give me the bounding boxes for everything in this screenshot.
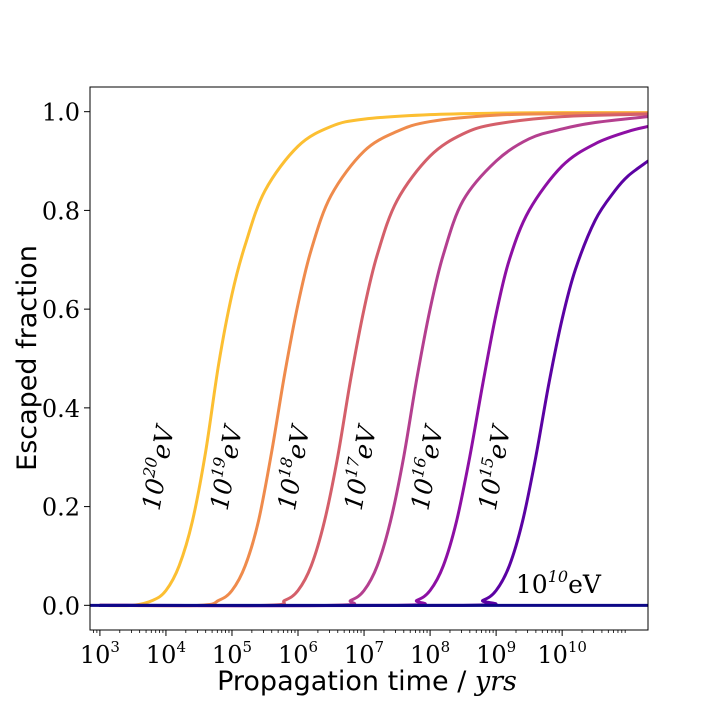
y-axis-ticks: 0.0 0.2 0.4 0.6 0.8 1.0 <box>42 99 90 620</box>
y-tick-label: 0.8 <box>42 197 80 225</box>
x-tick-label: 104 <box>146 638 186 669</box>
curve-label-20eV: 1020eV <box>134 420 181 512</box>
curve-label-19eV: 1019eV <box>202 420 249 512</box>
series-line-18eV <box>98 112 648 608</box>
curve-label-10eV: 1010eV <box>516 567 602 599</box>
series-line-17eV <box>98 115 648 608</box>
x-tick-label: 109 <box>476 638 516 669</box>
x-tick-label: 1010 <box>537 638 587 669</box>
series-lines <box>90 111 648 608</box>
series-line-19eV <box>98 111 648 608</box>
x-tick-label: 107 <box>344 638 384 669</box>
x-tick-label: 108 <box>410 638 450 669</box>
x-tick-label: 106 <box>278 638 318 669</box>
y-axis-label: Escaped fraction <box>12 245 43 471</box>
curve-label-16eV: 1016eV <box>402 420 449 512</box>
y-tick-label: 0.0 <box>42 592 80 620</box>
y-tick-label: 1.0 <box>42 99 80 127</box>
series-line-15eV <box>98 159 648 608</box>
x-tick-label: 103 <box>80 638 120 669</box>
series-line-16eV <box>98 124 648 608</box>
curve-label-15eV: 1015eV <box>470 420 517 512</box>
y-tick-label: 0.2 <box>42 494 80 522</box>
x-axis-label: Propagation time / yrs <box>217 666 517 697</box>
x-axis-ticks: 103 104 105 106 107 108 109 1010 <box>80 630 626 669</box>
plot-frame <box>89 86 649 631</box>
y-tick-label: 0.4 <box>42 395 80 423</box>
x-tick-label: 105 <box>212 638 252 669</box>
curve-labels: 1020eV1019eV1018eV1017eV1016eV1015eV1010… <box>134 420 602 599</box>
y-tick-label: 0.6 <box>42 296 80 324</box>
series-line-20eV <box>98 111 648 608</box>
